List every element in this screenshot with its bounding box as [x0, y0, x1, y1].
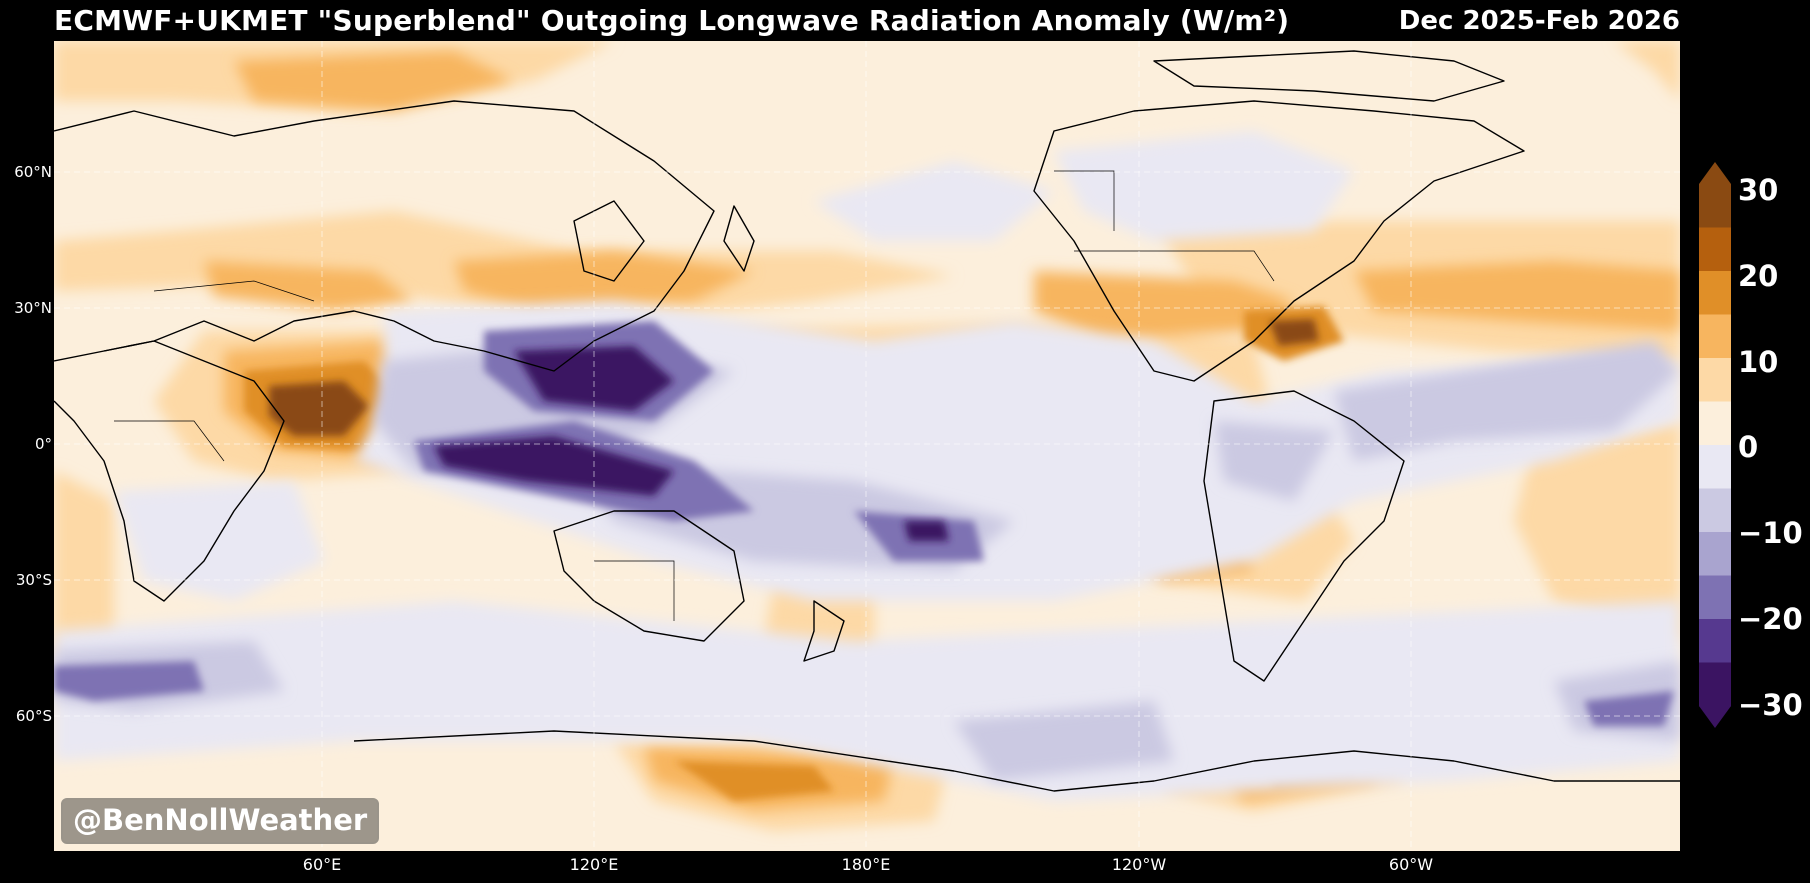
coastlines — [54, 50, 1680, 792]
colorbar-label-neg10: −10 — [1738, 516, 1803, 550]
colorbar-segment — [1699, 271, 1731, 315]
lon-label-60w: 60°W — [1388, 855, 1434, 874]
period-label: Dec 2025-Feb 2026 — [1398, 6, 1680, 36]
lat-label-eq: 0° — [34, 435, 52, 453]
colorbar — [1699, 162, 1731, 728]
lon-label-120w: 120°W — [1111, 855, 1167, 874]
colorbar-label-30: 30 — [1738, 173, 1779, 207]
colorbar-segment — [1699, 401, 1731, 446]
lat-label-30n: 30°N — [14, 299, 52, 317]
colorbar-segment — [1699, 575, 1731, 620]
colorbar-label-20: 20 — [1738, 259, 1779, 293]
colorbar-label-neg30: −30 — [1738, 688, 1803, 722]
lon-label-60e: 60°E — [302, 855, 342, 874]
colorbar-label-neg20: −20 — [1738, 602, 1803, 636]
lat-label-60s: 60°S — [15, 707, 52, 725]
lat-label-30s: 30°S — [15, 571, 52, 589]
gridlines — [54, 41, 1680, 851]
colorbar-segment — [1699, 184, 1731, 228]
colorbar-segment — [1699, 488, 1731, 533]
colorbar-segment — [1699, 358, 1731, 402]
lon-label-180e: 180°E — [841, 855, 891, 874]
colorbar-label-0: 0 — [1738, 430, 1759, 464]
lat-label-60n: 60°N — [14, 163, 52, 181]
colorbar-segment — [1699, 662, 1731, 707]
olr-anomaly-map — [54, 41, 1680, 851]
chart-title: ECMWF+UKMET "Superblend" Outgoing Longwa… — [54, 4, 1290, 37]
colorbar-label-10: 10 — [1738, 345, 1779, 379]
colorbar-segment — [1699, 314, 1731, 359]
colorbar-segment — [1699, 445, 1731, 489]
colorbar-segment — [1699, 619, 1731, 663]
negative-anomaly-peak — [434, 346, 949, 541]
credit-badge: @BenNollWeather — [61, 798, 380, 844]
colorbar-segment — [1699, 532, 1731, 576]
colorbar-extend-high — [1699, 162, 1731, 184]
colorbar-segment — [1699, 227, 1731, 272]
lon-label-120e: 120°E — [569, 855, 619, 874]
colorbar-extend-low — [1699, 706, 1731, 728]
country-borders — [114, 170, 1275, 621]
